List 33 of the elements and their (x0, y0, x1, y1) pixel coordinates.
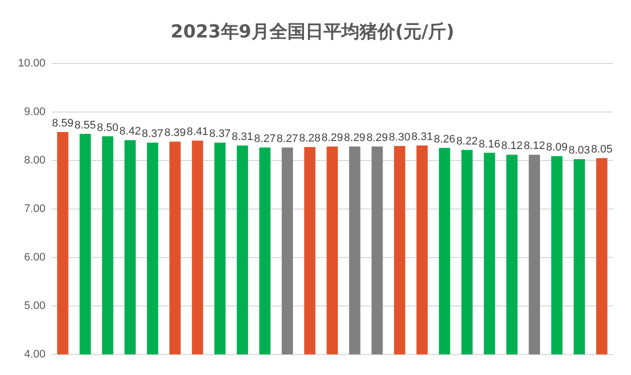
data-label: 8.31 (411, 131, 433, 144)
y-tick-label: 8.00 (24, 154, 46, 167)
data-label: 8.05 (591, 144, 612, 156)
y-tick-label: 6.00 (24, 252, 46, 264)
y-tick-label: 4.00 (24, 348, 46, 360)
data-label: 8.29 (344, 132, 366, 144)
data-label: 8.27 (276, 132, 298, 145)
data-label: 8.29 (322, 132, 343, 144)
data-label: 8.26 (434, 133, 456, 146)
data-label: 8.59 (52, 117, 74, 130)
data-label: 8.28 (299, 132, 321, 144)
data-label: 8.39 (164, 127, 186, 140)
y-tick-label: 10.00 (18, 58, 46, 70)
data-label: 8.27 (254, 132, 276, 145)
data-label: 8.30 (388, 132, 410, 144)
data-label: 8.16 (478, 138, 500, 150)
data-label: 8.09 (546, 142, 568, 154)
data-label: 8.29 (366, 132, 388, 144)
data-label: 8.37 (209, 128, 231, 140)
data-label: 8.55 (74, 119, 96, 132)
data-label: 8.03 (568, 144, 590, 157)
y-tick-label: 7.00 (24, 203, 46, 216)
data-label: 8.42 (119, 126, 141, 138)
data-label: 8.12 (524, 140, 546, 152)
data-label: 8.50 (96, 122, 118, 134)
y-tick-label: 9.00 (24, 106, 46, 118)
data-label: 8.31 (232, 131, 254, 144)
data-label: 8.22 (456, 135, 478, 148)
chart-title: 2023年9月全国日平均猪价(元/斤) (170, 21, 454, 42)
data-label: 8.41 (186, 126, 208, 138)
data-label: 8.37 (142, 128, 164, 140)
y-tick-label: 5.00 (24, 300, 46, 312)
data-label: 8.12 (501, 140, 523, 152)
